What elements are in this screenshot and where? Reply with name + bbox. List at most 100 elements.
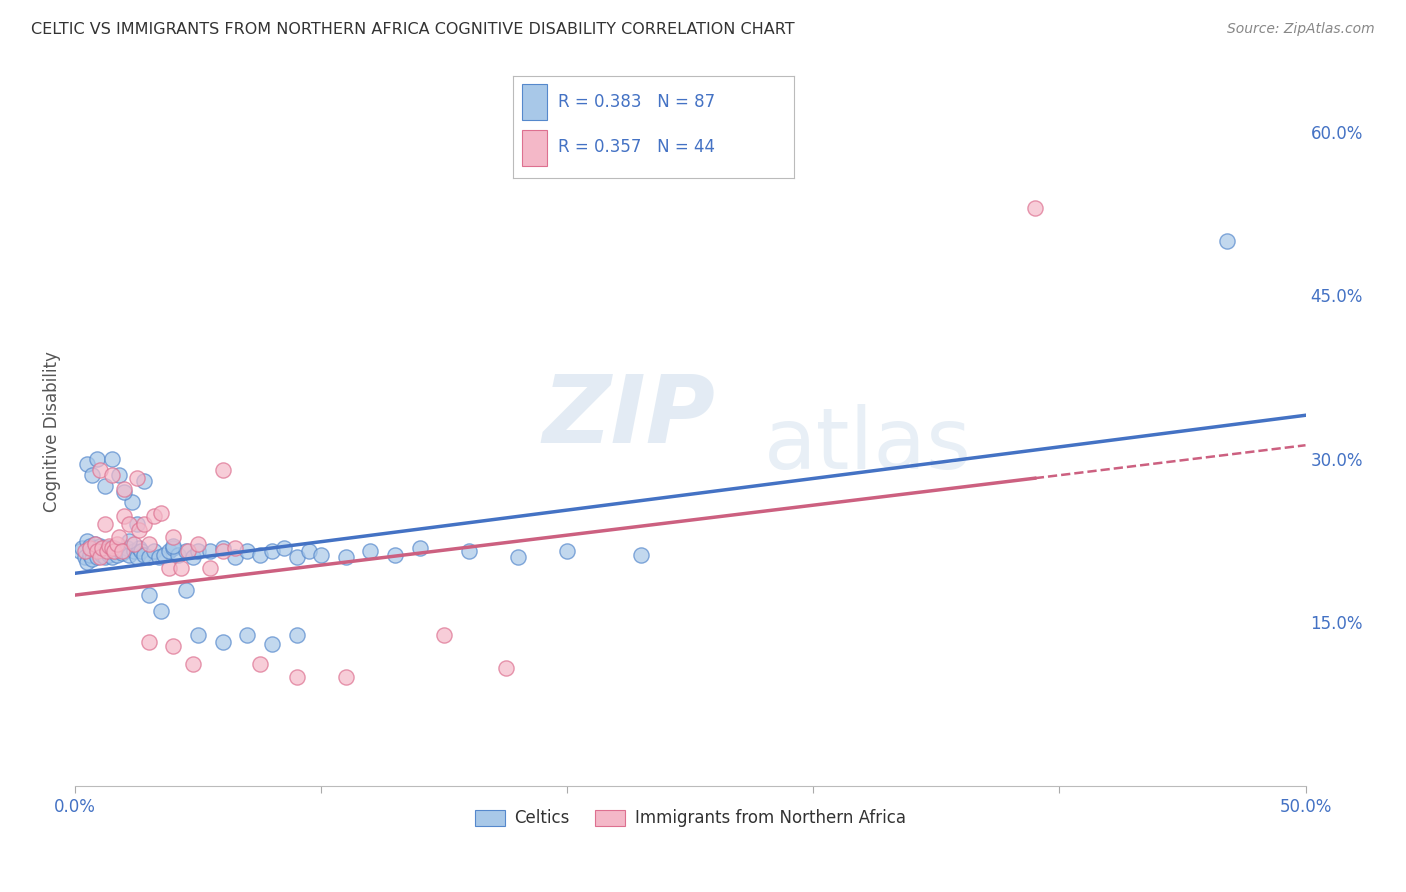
Point	[273, 541, 295, 556]
Point	[76, 533, 98, 548]
Point	[181, 549, 204, 564]
Point	[103, 544, 125, 558]
Point	[122, 544, 145, 558]
Point	[285, 628, 308, 642]
Text: R = 0.357   N = 44: R = 0.357 N = 44	[558, 138, 716, 156]
Point	[89, 544, 111, 558]
Point	[187, 544, 209, 558]
Point	[132, 548, 155, 562]
Point	[82, 552, 104, 566]
Point	[93, 517, 115, 532]
Point	[98, 541, 121, 556]
Point	[167, 548, 190, 562]
Point	[162, 541, 184, 556]
Bar	[522, 130, 547, 166]
Point	[125, 517, 148, 532]
Point	[91, 541, 114, 556]
Point	[73, 549, 96, 564]
Point	[142, 508, 165, 523]
Point	[72, 541, 94, 556]
Point	[298, 544, 321, 558]
Point	[79, 539, 101, 553]
Point	[79, 548, 101, 562]
Point	[174, 544, 197, 558]
Point	[142, 544, 165, 558]
Point	[506, 549, 529, 564]
Point	[82, 468, 104, 483]
Point	[224, 549, 246, 564]
Point	[138, 588, 160, 602]
Point	[89, 549, 111, 564]
Point	[108, 543, 131, 558]
Text: R = 0.383   N = 87: R = 0.383 N = 87	[558, 93, 716, 111]
Point	[128, 523, 150, 537]
Point	[98, 548, 121, 562]
Point	[101, 544, 124, 558]
Point	[211, 463, 233, 477]
Point	[111, 544, 134, 558]
Point	[181, 657, 204, 671]
Point	[121, 495, 143, 509]
Point	[384, 548, 406, 562]
Point	[115, 541, 138, 556]
Point	[122, 537, 145, 551]
Point	[148, 549, 170, 564]
Point	[91, 541, 114, 556]
Point	[162, 539, 184, 553]
Point	[89, 539, 111, 553]
Legend: Celtics, Immigrants from Northern Africa: Celtics, Immigrants from Northern Africa	[468, 803, 912, 834]
Point	[125, 549, 148, 564]
Point	[108, 530, 131, 544]
Point	[138, 635, 160, 649]
Point	[111, 545, 134, 559]
Text: ZIP: ZIP	[543, 371, 716, 464]
Point	[249, 657, 271, 671]
Point	[157, 561, 180, 575]
Point	[309, 548, 332, 562]
Point	[91, 548, 114, 562]
Point	[150, 604, 173, 618]
Point	[1024, 201, 1046, 215]
Point	[150, 506, 173, 520]
Point	[101, 549, 124, 564]
Point	[103, 544, 125, 558]
Point	[76, 555, 98, 569]
Point	[170, 561, 193, 575]
Point	[86, 451, 108, 466]
Point	[187, 537, 209, 551]
Point	[86, 549, 108, 564]
Point	[211, 635, 233, 649]
Point	[101, 541, 124, 556]
Point	[335, 670, 357, 684]
Point	[174, 582, 197, 597]
Point	[103, 541, 125, 556]
Point	[495, 661, 517, 675]
Point	[211, 541, 233, 556]
Point	[138, 549, 160, 564]
Point	[128, 541, 150, 556]
Point	[96, 541, 118, 556]
Point	[157, 544, 180, 558]
Point	[83, 541, 105, 556]
Point	[82, 544, 104, 558]
Point	[162, 640, 184, 654]
Point	[335, 549, 357, 564]
Point	[433, 628, 456, 642]
Text: Source: ZipAtlas.com: Source: ZipAtlas.com	[1227, 22, 1375, 37]
Point	[224, 541, 246, 556]
Point	[152, 548, 174, 562]
Point	[112, 544, 135, 558]
Y-axis label: Cognitive Disability: Cognitive Disability	[44, 351, 60, 512]
Point	[112, 508, 135, 523]
Point	[76, 458, 98, 472]
Point	[138, 537, 160, 551]
Point	[162, 530, 184, 544]
Point	[83, 537, 105, 551]
Text: CELTIC VS IMMIGRANTS FROM NORTHERN AFRICA COGNITIVE DISABILITY CORRELATION CHART: CELTIC VS IMMIGRANTS FROM NORTHERN AFRIC…	[31, 22, 794, 37]
Point	[112, 483, 135, 497]
Point	[101, 468, 124, 483]
Point	[1216, 234, 1239, 248]
Point	[408, 541, 430, 556]
Point	[125, 471, 148, 485]
Point	[83, 537, 105, 551]
